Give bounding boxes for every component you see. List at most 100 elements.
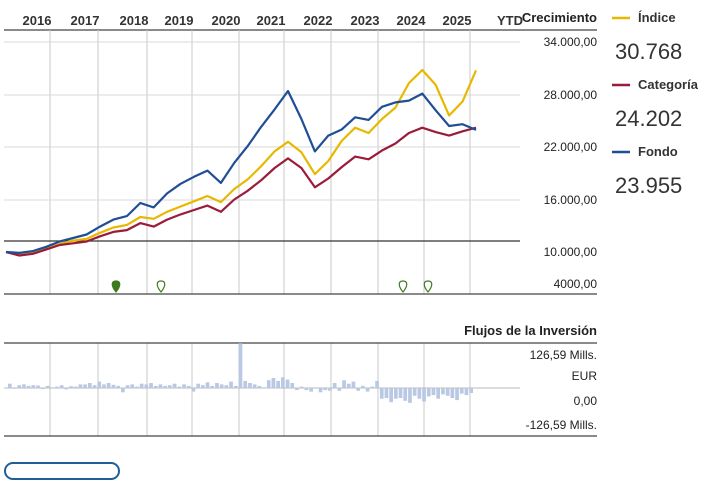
flow-bar bbox=[36, 385, 40, 388]
flow-bar bbox=[97, 381, 102, 388]
flow-bar bbox=[262, 387, 266, 389]
flow-bar bbox=[172, 383, 177, 388]
flow-bar bbox=[69, 386, 73, 388]
x-axis-labels: 2016 2017 2018 2019 2020 2021 2022 2023 2024 2025… bbox=[23, 13, 523, 28]
flow-y-tick-label: EUR bbox=[572, 369, 598, 383]
flow-bar bbox=[229, 381, 233, 388]
flow-bar bbox=[459, 388, 464, 394]
flow-bar bbox=[408, 388, 412, 403]
x-tick-label: 2018 bbox=[120, 13, 149, 28]
flow-bars bbox=[8, 343, 473, 403]
flow-bar bbox=[417, 388, 422, 399]
flow-bar bbox=[356, 388, 360, 391]
flow-bar bbox=[290, 383, 295, 388]
flow-bar bbox=[83, 384, 87, 388]
x-tick-label: 2020 bbox=[212, 13, 241, 28]
x-tick-label: 2017 bbox=[71, 13, 100, 28]
flow-bar bbox=[111, 384, 116, 388]
flow-bar bbox=[40, 388, 45, 390]
flow-bar bbox=[106, 383, 111, 388]
event-marker[interactable] bbox=[156, 280, 166, 293]
flow-bar bbox=[426, 388, 431, 397]
flow-bar bbox=[365, 388, 370, 392]
legend-name: Índice bbox=[638, 10, 676, 25]
flow-bar bbox=[370, 386, 375, 388]
flow-bar bbox=[450, 388, 455, 398]
flow-bar bbox=[441, 388, 445, 395]
legend-name: Fondo bbox=[638, 144, 678, 159]
flow-bar bbox=[464, 388, 469, 396]
flow-bar bbox=[257, 385, 262, 388]
gridlines bbox=[4, 29, 597, 437]
flow-bar bbox=[243, 380, 248, 388]
flow-bar bbox=[328, 388, 332, 391]
flow-bar bbox=[271, 378, 276, 388]
flow-bar bbox=[445, 388, 450, 396]
flow-bar bbox=[186, 385, 191, 388]
flow-bar bbox=[153, 385, 158, 388]
flow-bar bbox=[469, 388, 473, 393]
flow-bar bbox=[233, 385, 238, 388]
event-marker[interactable] bbox=[423, 280, 433, 293]
flow-bar bbox=[375, 380, 379, 388]
flow-bar bbox=[285, 379, 290, 388]
legend: Índice 30.768 Categoría 24.202 Fondo 23.955 bbox=[612, 10, 699, 198]
legend-value: 23.955 bbox=[615, 173, 682, 198]
flow-bar bbox=[144, 384, 149, 388]
x-tick-label: 2021 bbox=[257, 13, 286, 28]
flow-bar bbox=[295, 388, 299, 391]
bottom-tab[interactable] bbox=[4, 462, 120, 480]
flow-bar bbox=[210, 385, 215, 388]
flow-bar bbox=[281, 377, 285, 388]
flow-bar bbox=[403, 388, 408, 401]
flow-bar bbox=[436, 388, 440, 399]
flow-bar bbox=[17, 385, 22, 388]
x-tick-label: 2016 bbox=[23, 13, 52, 28]
x-tick-label: 2023 bbox=[351, 13, 380, 28]
event-marker[interactable] bbox=[111, 280, 121, 293]
flow-bar bbox=[304, 388, 309, 391]
series-line-fondo bbox=[5, 89, 477, 254]
flow-bar bbox=[379, 388, 384, 399]
flow-bar bbox=[346, 383, 351, 388]
flow-y-labels: 126,59 Mills. EUR 0,00 -126,59 Mills. bbox=[526, 348, 598, 432]
flow-bar bbox=[248, 383, 252, 388]
x-tick-label: 2025 bbox=[443, 13, 472, 28]
flow-bar bbox=[205, 382, 210, 388]
y-tick-label: 22.000,00 bbox=[544, 140, 598, 154]
flow-bar bbox=[168, 385, 172, 388]
flow-bar bbox=[158, 384, 163, 388]
flow-bar bbox=[342, 380, 346, 388]
flow-bar bbox=[332, 383, 337, 388]
flow-bar bbox=[318, 388, 323, 393]
flow-bar bbox=[224, 385, 229, 388]
flow-bar bbox=[276, 380, 280, 388]
y-tick-label: 28.000,00 bbox=[544, 88, 598, 102]
flow-y-tick-label: -126,59 Mills. bbox=[526, 418, 597, 432]
flow-bar bbox=[102, 384, 106, 388]
flow-bar bbox=[314, 387, 318, 389]
flow-bar bbox=[88, 383, 92, 388]
legend-value: 30.768 bbox=[615, 39, 682, 64]
y-tick-label: 10.000,00 bbox=[544, 245, 598, 259]
flow-bar bbox=[50, 387, 55, 389]
flow-bar bbox=[116, 385, 120, 388]
flow-bar bbox=[323, 388, 328, 391]
flow-bar bbox=[337, 388, 342, 391]
flow-bar bbox=[394, 388, 398, 399]
flow-bar bbox=[59, 385, 64, 388]
legend-value: 24.202 bbox=[615, 106, 682, 131]
flow-bar bbox=[55, 386, 59, 388]
flow-bar bbox=[149, 383, 153, 388]
y-tick-label: 34.000,00 bbox=[544, 35, 598, 49]
flow-bar bbox=[431, 388, 436, 396]
x-tick-label: 2024 bbox=[397, 13, 427, 28]
flow-bar bbox=[196, 383, 200, 388]
flow-bar bbox=[299, 386, 304, 388]
flow-bar bbox=[398, 388, 403, 398]
flow-bar bbox=[266, 380, 271, 388]
flow-bar bbox=[219, 384, 224, 388]
flow-bar bbox=[182, 384, 186, 388]
legend-name: Categoría bbox=[638, 77, 699, 92]
event-marker[interactable] bbox=[398, 280, 408, 293]
